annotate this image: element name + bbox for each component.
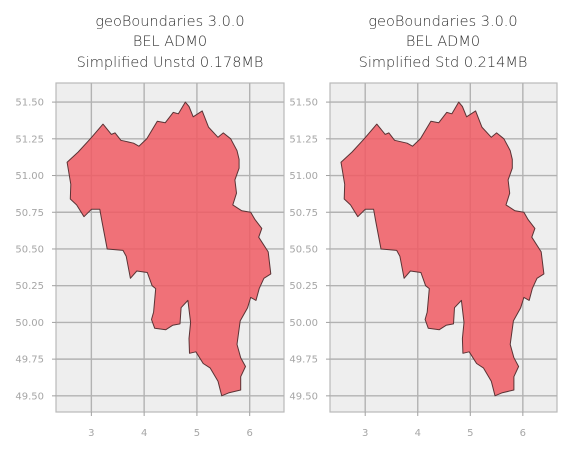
y-tick-label: 51.25 xyxy=(15,134,44,145)
y-tick-label: 51.00 xyxy=(15,171,44,182)
chart-title-line-2: BEL ADM0 xyxy=(133,34,207,50)
y-tick-label: 49.75 xyxy=(289,355,318,366)
x-tick-label: 3 xyxy=(362,428,368,439)
y-tick-label: 50.00 xyxy=(15,318,44,329)
chart-title-line-3: Simplified Std 0.214MB xyxy=(359,55,528,71)
y-tick-label: 50.75 xyxy=(15,208,44,219)
x-tick-label: 6 xyxy=(520,428,526,439)
panel-left: geoBoundaries 3.0.0 BEL ADM0 Simplified … xyxy=(15,14,285,439)
y-tick-label: 51.50 xyxy=(289,98,318,109)
y-tick-label: 50.75 xyxy=(289,208,318,219)
map-axes-right: 3 4 5 6 49.50 49.75 50.00 50.25 50.50 50.75 51.00 5… xyxy=(289,82,558,439)
y-tick-label: 49.50 xyxy=(289,391,318,402)
map-axes-left: 3 4 5 6 49.50 49.75 50.00 50.25 50.50 50.75 51.00 5… xyxy=(15,82,285,439)
country-boundary-polygon xyxy=(340,101,545,397)
y-tick-label: 49.50 xyxy=(15,391,44,402)
y-tick-label: 50.00 xyxy=(289,318,318,329)
x-tick-label: 6 xyxy=(247,428,253,439)
country-boundary-polygon xyxy=(66,101,272,397)
chart-title-line-1: geoBoundaries 3.0.0 xyxy=(368,14,517,30)
y-tick-label: 50.50 xyxy=(15,244,44,255)
y-tick-label: 50.25 xyxy=(289,281,318,292)
x-tick-label: 5 xyxy=(194,428,200,439)
x-tick-label: 4 xyxy=(141,428,147,439)
x-tick-label: 3 xyxy=(88,428,94,439)
y-tick-label: 50.50 xyxy=(289,244,318,255)
chart-title-line-3: Simplified Unstd 0.178MB xyxy=(77,55,264,71)
x-tick-label: 5 xyxy=(467,428,473,439)
chart-title-line-1: geoBoundaries 3.0.0 xyxy=(95,14,244,30)
x-tick-label: 4 xyxy=(415,428,421,439)
y-tick-label: 51.00 xyxy=(289,171,318,182)
y-tick-label: 49.75 xyxy=(15,355,44,366)
chart-title-line-2: BEL ADM0 xyxy=(406,34,480,50)
panel-right: geoBoundaries 3.0.0 BEL ADM0 Simplified … xyxy=(289,14,558,439)
y-tick-label: 51.50 xyxy=(15,98,44,109)
y-tick-label: 51.25 xyxy=(289,134,318,145)
y-tick-label: 50.25 xyxy=(15,281,44,292)
